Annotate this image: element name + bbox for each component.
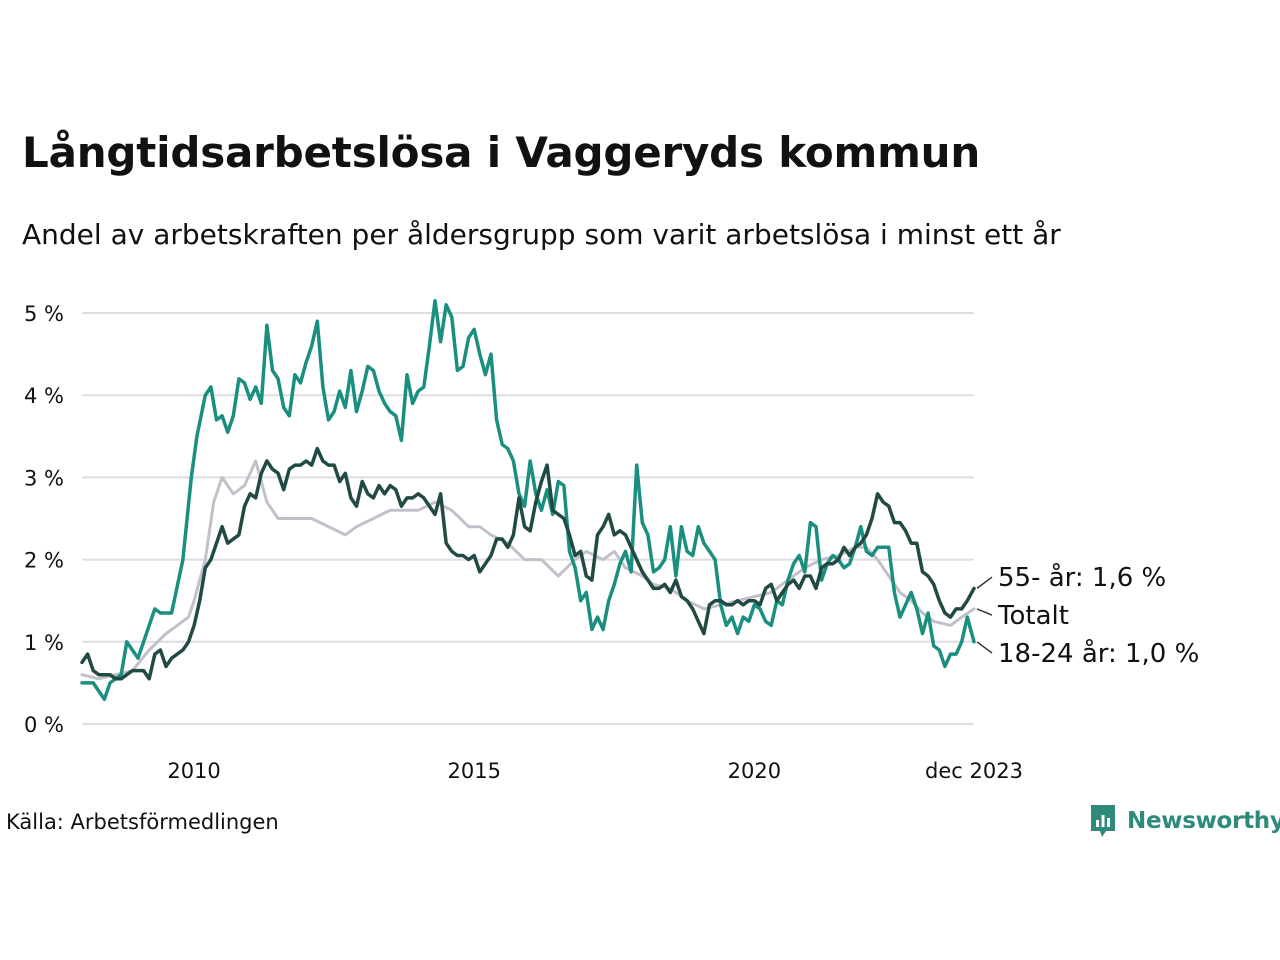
series-end-label: 55- år: 1,6 % bbox=[998, 562, 1166, 593]
label-leader-line bbox=[976, 641, 993, 654]
brand-logo: Newsworthy bbox=[1089, 803, 1280, 839]
gridlines bbox=[82, 312, 974, 725]
chart-title: Långtidsarbetslösa i Vaggeryds kommun bbox=[22, 128, 981, 177]
y-tick-label: 2 % bbox=[24, 549, 64, 573]
series-lines bbox=[80, 298, 976, 702]
chart-subtitle: Andel av arbetskraften per åldersgrupp s… bbox=[22, 218, 1061, 251]
series-line-55-r bbox=[80, 446, 976, 681]
newsworthy-logo-icon bbox=[1091, 805, 1115, 837]
y-tick-label: 4 % bbox=[24, 384, 64, 408]
brand-name: Newsworthy bbox=[1127, 808, 1280, 834]
x-tick-label: 2020 bbox=[728, 759, 781, 783]
y-tick-label: 5 % bbox=[24, 302, 64, 326]
x-tick-label: 2015 bbox=[447, 759, 500, 783]
label-leader-line bbox=[976, 576, 993, 589]
source-note: Källa: Arbetsförmedlingen bbox=[6, 810, 279, 834]
y-tick-label: 1 % bbox=[24, 631, 64, 655]
series-end-label: 18-24 år: 1,0 % bbox=[998, 638, 1199, 669]
series-line-totalt bbox=[80, 459, 976, 681]
x-tick-label: 2010 bbox=[167, 759, 220, 783]
y-tick-label: 0 % bbox=[24, 713, 64, 737]
x-tick-label: dec 2023 bbox=[925, 759, 1023, 783]
y-axis: 0 % 1 % 2 % 3 % 4 % 5 % bbox=[24, 302, 64, 737]
y-tick-label: 3 % bbox=[24, 466, 64, 490]
series-end-label: Totalt bbox=[997, 601, 1069, 631]
label-leader-line bbox=[976, 608, 993, 616]
x-axis: 2010 2015 2020 dec 2023 bbox=[167, 759, 1023, 783]
series-line-18-24-r bbox=[80, 298, 976, 702]
series-end-labels: 55- år: 1,6 % Totalt 18-24 år: 1,0 % bbox=[976, 562, 1199, 669]
